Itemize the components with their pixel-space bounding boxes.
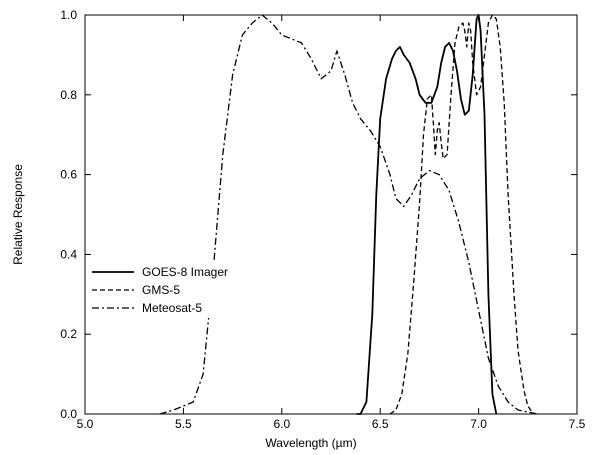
- x-tick-label: 5.5: [175, 417, 192, 431]
- series-line-2: [159, 14, 538, 415]
- legend-label-0: GOES-8 Imager: [142, 265, 228, 279]
- legend: GOES-8 Imager GMS-5 Meteosat-5: [88, 262, 236, 318]
- y-tick-label: 1.0: [60, 8, 77, 22]
- legend-label-2: Meteosat-5: [142, 301, 202, 315]
- y-tick-label: 0.2: [60, 327, 77, 341]
- y-axis-title: Relative Response: [11, 164, 25, 265]
- series-line-0: [356, 14, 498, 415]
- x-axis-title: Wavelength (µm): [265, 436, 356, 450]
- series-line-1: [389, 14, 535, 415]
- y-tick-label: 0.4: [60, 247, 77, 261]
- axes: 5.0 5.5 6.0 6.5 7.0 7.5 0.0 0.2 0.4 0.6 0.8 1.0 Wave…: [11, 8, 586, 450]
- x-tick-label: 6.5: [372, 417, 389, 431]
- x-tick-label: 6.0: [273, 417, 290, 431]
- y-tick-label: 0.8: [60, 88, 77, 102]
- x-tick-label: 7.5: [569, 417, 586, 431]
- y-tick-label: 0.6: [60, 168, 77, 182]
- x-tick-label: 7.0: [470, 417, 487, 431]
- legend-label-1: GMS-5: [142, 283, 180, 297]
- y-tick-label: 0.0: [60, 407, 77, 421]
- x-tick-label: 5.0: [77, 417, 94, 431]
- series-lines: [159, 14, 538, 415]
- plot-frame: [84, 14, 578, 415]
